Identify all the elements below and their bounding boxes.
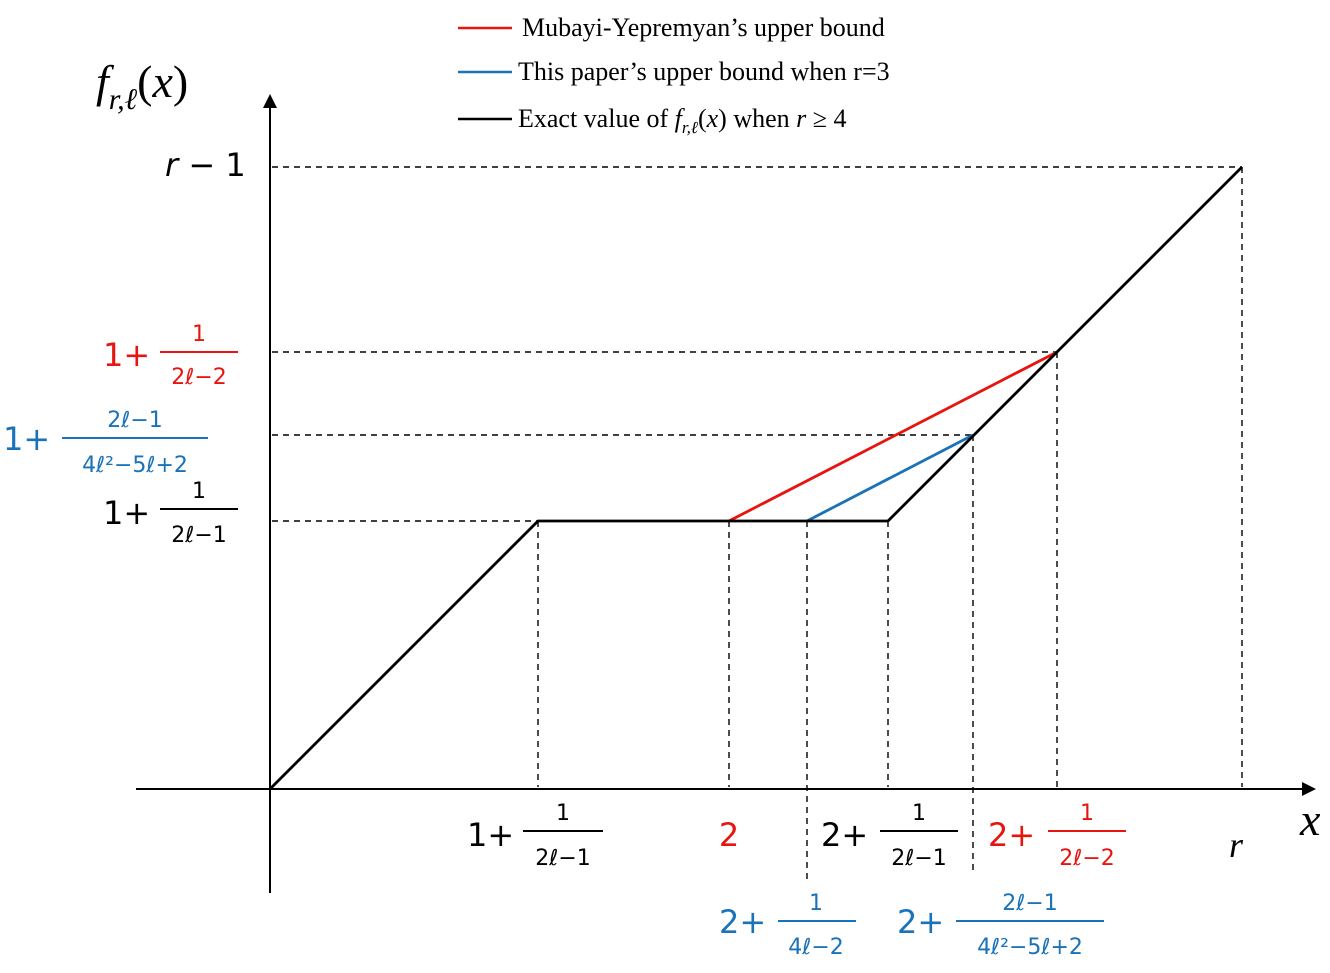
legend-label-black: Exact value of fr,ℓ(x) when r ≥ 4: [518, 104, 847, 137]
y-tick-blue-int: 1+: [3, 420, 50, 458]
y-tick-red-int: 1+: [103, 336, 150, 374]
x-end-label: r: [1229, 825, 1244, 865]
x-tick-red-3: 2+ 1 2ℓ−2: [988, 801, 1126, 871]
guide-lines: [272, 166, 1243, 880]
y-top-label: r − 1: [165, 146, 246, 184]
x-tick-black-1: 1+ 1 2ℓ−1: [467, 801, 603, 871]
x-tick-black-1-den: 2ℓ−1: [535, 846, 591, 871]
y-tick-blue: 1+ 2ℓ−1 4ℓ²−5ℓ+2: [3, 408, 208, 478]
x-tick-red-3-num: 1: [1080, 801, 1094, 826]
x-tick-blue-1-den: 4ℓ−2: [788, 935, 844, 960]
y-tick-black-int: 1+: [103, 494, 150, 532]
y-axis-title: fr,ℓ(x): [96, 56, 188, 116]
curve-red: [728, 350, 1058, 523]
x-tick-black-1-int: 1+: [467, 816, 514, 854]
x-tick-black-2-int: 2+: [821, 816, 868, 854]
legend: Mubayi-Yepremyan’s upper bound This pape…: [458, 13, 890, 137]
x-tick-black-2-num: 1: [912, 801, 926, 826]
x-tick-blue-2-den: 4ℓ²−5ℓ+2: [977, 935, 1083, 960]
x-tick-black-2-den: 2ℓ−1: [891, 846, 947, 871]
y-tick-blue-den: 4ℓ²−5ℓ+2: [82, 453, 188, 478]
x-tick-black-2: 2+ 1 2ℓ−1: [821, 801, 958, 871]
axes: fr,ℓ(x) x r − 1 r: [96, 56, 1321, 893]
y-tick-red-den: 2ℓ−2: [171, 365, 227, 390]
x-tick-blue-2: 2+ 2ℓ−1 4ℓ²−5ℓ+2: [897, 891, 1104, 960]
y-tick-blue-num: 2ℓ−1: [107, 408, 163, 433]
y-tick-black: 1+ 1 2ℓ−1: [103, 479, 238, 548]
x-tick-blue-2-int: 2+: [897, 903, 944, 941]
x-tick-blue-1: 2+ 1 4ℓ−2: [719, 891, 856, 960]
x-tick-red-2: 2: [719, 816, 739, 854]
x-tick-blue-1-int: 2+: [719, 903, 766, 941]
x-tick-red-3-den: 2ℓ−2: [1059, 846, 1115, 871]
legend-label-blue: This paper’s upper bound when r=3: [518, 57, 890, 86]
legend-label-red: Mubayi-Yepremyan’s upper bound: [522, 13, 885, 42]
curves: [269, 166, 1243, 790]
x-axis-title: x: [1299, 794, 1321, 845]
x-tick-blue-1-num: 1: [809, 891, 823, 916]
y-tick-black-num: 1: [192, 479, 206, 504]
x-tick-red-3-int: 2+: [988, 816, 1035, 854]
curve-black: [269, 166, 1243, 790]
x-tick-red-2-int: 2: [719, 816, 739, 854]
curve-blue: [806, 433, 974, 523]
y-tick-red: 1+ 1 2ℓ−2: [103, 322, 238, 390]
y-tick-red-num: 1: [192, 322, 206, 347]
x-tick-black-1-num: 1: [556, 801, 570, 826]
x-tick-blue-2-num: 2ℓ−1: [1002, 891, 1058, 916]
y-tick-black-den: 2ℓ−1: [171, 523, 227, 548]
